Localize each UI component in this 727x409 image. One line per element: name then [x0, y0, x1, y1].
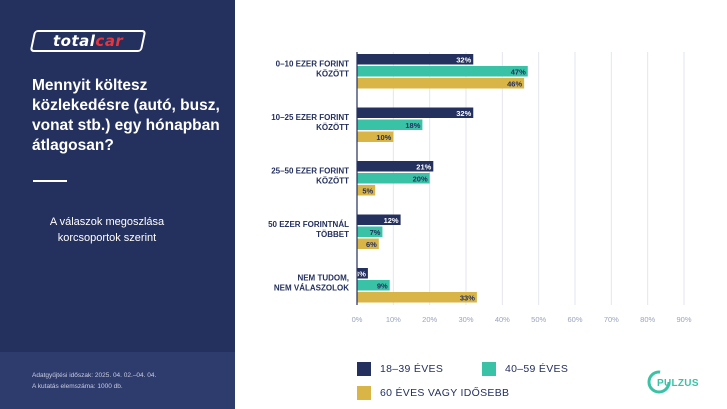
bar-value-label: 9% — [377, 281, 388, 290]
survey-question: Mennyit költesz közlekedésre (autó, busz… — [32, 77, 220, 154]
footnote-period: Adatgyűjtési időszak: 2025. 04. 02.–04. … — [32, 372, 157, 379]
info-panel: totalcar Mennyit költesz közlekedésre (a… — [0, 0, 235, 409]
bar-value-label: 7% — [370, 228, 381, 237]
bar — [357, 226, 383, 237]
bar — [357, 280, 390, 291]
bar-value-label: 20% — [413, 174, 428, 183]
bar — [357, 119, 423, 130]
divider — [33, 180, 67, 182]
bar — [357, 131, 394, 142]
category-label: 0–10 EZER FORINT KÖZÖTT — [276, 59, 349, 78]
bar-value-label: 6% — [366, 240, 377, 249]
pulse-ring-icon — [647, 370, 671, 394]
category-label-line: 25–50 EZER FORINT — [271, 166, 349, 175]
totalcar-logo: totalcar — [29, 30, 147, 52]
x-tick-label: 10% — [386, 315, 401, 324]
category-label-line: TÖBBET — [316, 230, 349, 239]
x-tick-label: 0% — [352, 315, 363, 324]
x-tick-label: 40% — [495, 315, 510, 324]
footnote-sample: A kutatás elemszáma: 1000 db. — [32, 383, 123, 390]
x-tick-label: 80% — [640, 315, 655, 324]
legend-swatch-18-39 — [357, 362, 371, 376]
category-label-line: KÖZÖTT — [316, 123, 349, 132]
x-tick-label: 60% — [567, 315, 582, 324]
bar-value-label: 5% — [362, 186, 373, 195]
bar — [357, 78, 525, 89]
bar-value-label: 47% — [511, 67, 526, 76]
legend: 18–39 ÉVES 40–59 ÉVES 60 ÉVES VAGY IDŐSE… — [357, 362, 637, 408]
x-tick-label: 30% — [458, 315, 473, 324]
legend-item-40-59: 40–59 ÉVES — [482, 362, 568, 376]
bar-value-label: 12% — [384, 216, 399, 225]
bar-value-label: 33% — [460, 293, 475, 302]
category-label-line: KÖZÖTT — [316, 176, 349, 185]
bar — [357, 214, 401, 225]
category-label: 50 EZER FORINTNÁL TÖBBET — [268, 220, 349, 239]
bar — [357, 185, 376, 196]
bar — [357, 66, 528, 77]
bar-value-label: 32% — [456, 109, 471, 118]
footnote: Adatgyűjtési időszak: 2025. 04. 02.–04. … — [32, 370, 156, 392]
bar — [357, 173, 430, 184]
legend-label-40-59: 40–59 ÉVES — [505, 363, 569, 375]
legend-item-18-39: 18–39 ÉVES — [357, 362, 443, 376]
category-label-line: 10–25 EZER FORINT — [271, 113, 349, 122]
legend-swatch-40-59 — [482, 362, 496, 376]
x-tick-label: 70% — [604, 315, 619, 324]
legend-label-60-plus: 60 ÉVES VAGY IDŐSEBB — [380, 387, 510, 399]
x-tick-label: 20% — [422, 315, 437, 324]
category-label-line: NEM TUDOM, — [297, 273, 349, 282]
legend-swatch-60-plus — [357, 386, 371, 400]
category-label: 10–25 EZER FORINT KÖZÖTT — [271, 113, 349, 132]
bar-chart: 0% 10% 20% 30% 40% 50% 60% 70% 80% 90% 0–10 EZER F… — [268, 52, 692, 324]
x-tick-label: 50% — [531, 315, 546, 324]
bar — [357, 54, 474, 65]
category-label: 25–50 EZER FORINT KÖZÖTT — [271, 166, 349, 185]
footer-band — [0, 352, 235, 409]
chart-subtitle: A válaszok megoszlása korcsoportok szeri… — [49, 216, 165, 244]
pulzus-logo: PULZUS — [645, 367, 725, 397]
bar-value-label: 21% — [416, 162, 431, 171]
bar-value-label: 46% — [507, 79, 522, 88]
bar — [357, 268, 368, 279]
bar-value-label: 3% — [355, 269, 366, 278]
pulzus-logo-text: PULZUS — [657, 378, 699, 389]
bar-value-label: 10% — [376, 133, 391, 142]
category-label-line: 50 EZER FORINTNÁL — [268, 220, 349, 229]
bar — [357, 292, 477, 303]
legend-item-60-plus: 60 ÉVES VAGY IDŐSEBB — [357, 386, 509, 400]
category-label: NEM TUDOM, NEM VÁLASZOLOK — [274, 273, 349, 292]
logo-text-total: total — [52, 32, 96, 50]
bar-value-label: 18% — [405, 121, 420, 130]
bar — [357, 161, 434, 172]
category-label-line: NEM VÁLASZOLOK — [274, 283, 349, 292]
bar — [357, 107, 474, 118]
bar — [357, 238, 379, 249]
bar-value-label: 32% — [456, 55, 471, 64]
x-tick-label: 90% — [676, 315, 691, 324]
category-label-line: KÖZÖTT — [316, 69, 349, 78]
legend-label-18-39: 18–39 ÉVES — [380, 363, 444, 375]
logo-text-car: car — [95, 32, 124, 50]
category-label-line: 0–10 EZER FORINT — [276, 59, 349, 68]
